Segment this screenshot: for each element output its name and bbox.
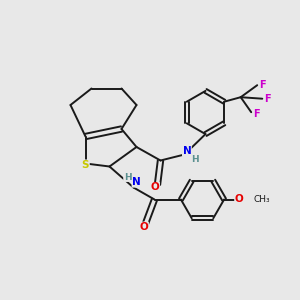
Text: F: F <box>253 109 260 119</box>
Text: N: N <box>182 146 191 156</box>
Text: F: F <box>259 80 266 90</box>
Text: O: O <box>151 182 160 193</box>
Text: O: O <box>140 222 148 232</box>
Text: N: N <box>132 177 141 187</box>
Text: S: S <box>82 160 89 170</box>
Text: F: F <box>264 94 271 104</box>
Text: O: O <box>235 194 244 204</box>
Text: CH₃: CH₃ <box>253 195 270 204</box>
Text: H: H <box>191 155 199 164</box>
Text: H: H <box>124 172 131 182</box>
